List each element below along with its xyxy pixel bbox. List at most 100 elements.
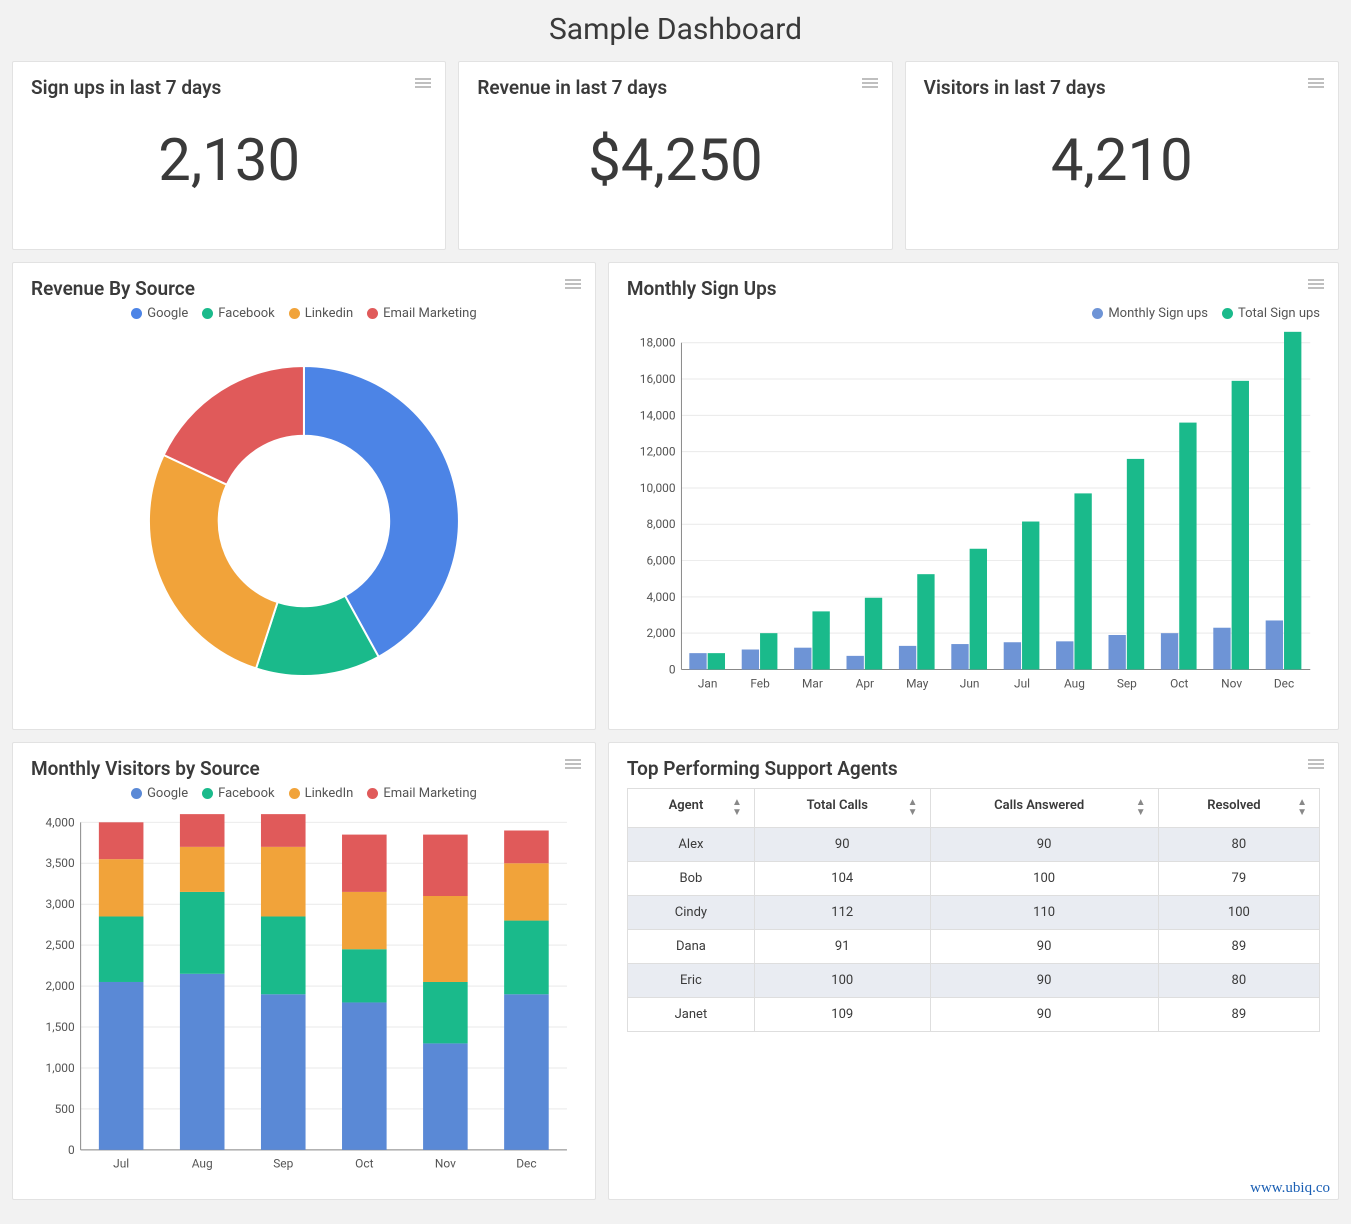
bar-segment[interactable] <box>504 863 549 920</box>
table-header[interactable]: Total Calls▲▼ <box>754 789 930 828</box>
bar[interactable] <box>1004 642 1021 669</box>
legend-item[interactable]: Google <box>131 306 188 321</box>
card-menu-icon[interactable] <box>1308 277 1324 291</box>
bar-segment[interactable] <box>180 892 225 974</box>
bar[interactable] <box>1056 641 1073 669</box>
table-row[interactable]: Janet1099089 <box>627 998 1319 1032</box>
legend-item[interactable]: Email Marketing <box>367 306 476 321</box>
bar[interactable] <box>970 549 987 670</box>
table-row[interactable]: Bob10410079 <box>627 862 1319 896</box>
bar[interactable] <box>951 644 968 669</box>
legend-item[interactable]: Linkedin <box>289 306 353 321</box>
table-cell: 91 <box>754 930 930 964</box>
legend-label: Facebook <box>218 306 274 321</box>
card-menu-icon[interactable] <box>1308 76 1324 90</box>
legend-item[interactable]: Monthly Sign ups <box>1092 306 1208 321</box>
table-row[interactable]: Eric1009080 <box>627 964 1319 998</box>
bar[interactable] <box>846 656 863 670</box>
svg-text:0: 0 <box>669 662 676 676</box>
bar-segment[interactable] <box>504 831 549 864</box>
bar-segment[interactable] <box>423 835 468 896</box>
legend-item[interactable]: LinkedIn <box>289 786 354 801</box>
table-row[interactable]: Alex909080 <box>627 828 1319 862</box>
svg-text:14,000: 14,000 <box>640 408 676 422</box>
bar[interactable] <box>917 574 934 669</box>
bar-segment[interactable] <box>180 814 225 847</box>
stat-card-revenue: Revenue in last 7 days $4,250 <box>458 61 892 250</box>
bar-segment[interactable] <box>99 859 144 916</box>
bar[interactable] <box>689 653 706 669</box>
table-row[interactable]: Dana919089 <box>627 930 1319 964</box>
bar[interactable] <box>1284 332 1301 670</box>
bar[interactable] <box>899 646 916 670</box>
bar[interactable] <box>760 633 777 669</box>
card-menu-icon[interactable] <box>565 757 581 771</box>
bar-segment[interactable] <box>423 1043 468 1149</box>
svg-text:Nov: Nov <box>435 1157 456 1171</box>
bar[interactable] <box>1127 459 1144 670</box>
agents-card: Top Performing Support Agents Agent▲▼Tot… <box>608 742 1339 1200</box>
bar-segment[interactable] <box>99 822 144 859</box>
agents-table: Agent▲▼Total Calls▲▼Calls Answered▲▼Reso… <box>627 788 1320 1032</box>
bar-segment[interactable] <box>180 974 225 1150</box>
legend-dot-icon <box>131 788 142 799</box>
bar-segment[interactable] <box>342 949 387 1002</box>
legend-item[interactable]: Facebook <box>202 786 274 801</box>
table-header[interactable]: Calls Answered▲▼ <box>930 789 1158 828</box>
bar[interactable] <box>1022 522 1039 670</box>
bar-segment[interactable] <box>261 994 306 1150</box>
table-cell: 79 <box>1158 862 1319 896</box>
bar-segment[interactable] <box>180 847 225 892</box>
bar-segment[interactable] <box>99 982 144 1150</box>
bottom-row: Monthly Visitors by Source Google Faceboo… <box>12 742 1339 1200</box>
bar-segment[interactable] <box>504 994 549 1150</box>
bar-segment[interactable] <box>423 896 468 982</box>
bar[interactable] <box>1161 633 1178 669</box>
visitors-chart: 05001,0001,5002,0002,5003,0003,5004,000J… <box>31 811 577 1185</box>
bar-segment[interactable] <box>423 982 468 1043</box>
legend-item[interactable]: Facebook <box>202 306 274 321</box>
card-menu-icon[interactable] <box>1308 757 1324 771</box>
card-menu-icon[interactable] <box>862 76 878 90</box>
bar[interactable] <box>1266 620 1283 669</box>
bar[interactable] <box>1213 628 1230 670</box>
bar-segment[interactable] <box>342 892 387 949</box>
bar-segment[interactable] <box>342 1002 387 1149</box>
card-menu-icon[interactable] <box>565 277 581 291</box>
bar[interactable] <box>708 653 725 669</box>
table-cell: 109 <box>754 998 930 1032</box>
bar[interactable] <box>794 648 811 670</box>
stat-cards-row: Sign ups in last 7 days 2,130 Revenue in… <box>12 61 1339 250</box>
bar-segment[interactable] <box>504 921 549 995</box>
table-header[interactable]: Resolved▲▼ <box>1158 789 1319 828</box>
svg-text:8,000: 8,000 <box>646 517 675 531</box>
bar[interactable] <box>1074 493 1091 669</box>
table-header[interactable]: Agent▲▼ <box>627 789 754 828</box>
legend-item[interactable]: Google <box>131 786 188 801</box>
svg-text:3,000: 3,000 <box>46 897 75 911</box>
bar-segment[interactable] <box>261 916 306 994</box>
bar-segment[interactable] <box>342 835 387 892</box>
donut-slice[interactable] <box>149 455 278 668</box>
legend-label: LinkedIn <box>305 786 354 801</box>
bar[interactable] <box>812 611 829 669</box>
table-cell: 90 <box>754 828 930 862</box>
bar-segment[interactable] <box>261 814 306 847</box>
bar[interactable] <box>1179 423 1196 670</box>
bar[interactable] <box>865 598 882 670</box>
legend-item[interactable]: Total Sign ups <box>1222 306 1320 321</box>
svg-text:2,000: 2,000 <box>46 979 75 993</box>
bar-segment[interactable] <box>99 916 144 982</box>
middle-row: Revenue By Source GoogleFacebookLinkedin… <box>12 262 1339 730</box>
svg-text:Jul: Jul <box>113 1157 129 1171</box>
table-row[interactable]: Cindy112110100 <box>627 896 1319 930</box>
card-menu-icon[interactable] <box>415 76 431 90</box>
bar-segment[interactable] <box>261 847 306 917</box>
visitors-title: Monthly Visitors by Source <box>31 757 577 780</box>
legend-item[interactable]: Email Marketing <box>367 786 476 801</box>
bar[interactable] <box>1232 381 1249 670</box>
svg-text:Jul: Jul <box>1014 676 1030 690</box>
bar[interactable] <box>742 650 759 670</box>
bar[interactable] <box>1108 635 1125 669</box>
signups-chart: 02,0004,0006,0008,00010,00012,00014,0001… <box>627 331 1320 705</box>
